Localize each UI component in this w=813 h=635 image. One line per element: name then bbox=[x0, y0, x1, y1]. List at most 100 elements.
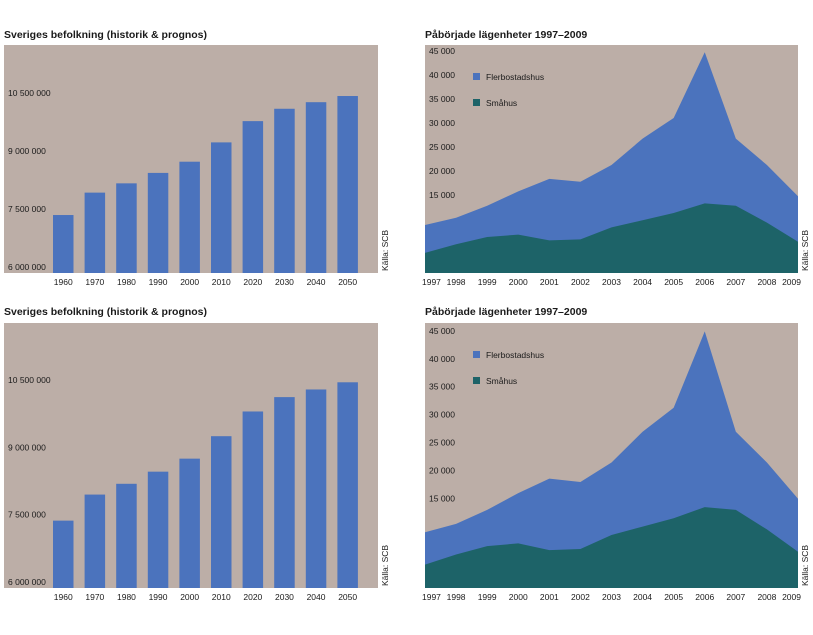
x-tick-label: 2030 bbox=[275, 592, 294, 602]
source-label: Källa: SCB bbox=[380, 230, 390, 271]
y-tick-label: 10 500 000 bbox=[8, 88, 51, 98]
x-tick-label: 2006 bbox=[695, 592, 714, 602]
y-tick-label: 45 000 bbox=[429, 326, 455, 336]
bar-2000 bbox=[179, 458, 200, 588]
x-tick-label: 1990 bbox=[149, 277, 168, 287]
x-tick-label: 2001 bbox=[540, 277, 559, 287]
y-tick-label: 45 000 bbox=[429, 46, 455, 56]
x-tick-label: 2007 bbox=[726, 592, 745, 602]
chart-title-population-top: Sveriges befolkning (historik & prognos) bbox=[4, 29, 208, 41]
x-tick-label: 2005 bbox=[664, 592, 683, 602]
bar-1990 bbox=[147, 172, 169, 273]
x-tick-label: 2050 bbox=[338, 592, 357, 602]
bar-2020 bbox=[242, 411, 264, 588]
legend-label-flerbostadshus: Flerbostadshus bbox=[486, 350, 544, 360]
x-tick-label: 2010 bbox=[212, 277, 231, 287]
x-tick-label: 1970 bbox=[85, 277, 104, 287]
bar-1980 bbox=[116, 483, 137, 588]
bar-2030 bbox=[274, 397, 295, 588]
legend-swatch-smahus bbox=[473, 99, 480, 106]
x-tick-label: 2000 bbox=[509, 277, 528, 287]
y-tick-label: 10 500 000 bbox=[8, 375, 51, 385]
y-tick-label: 30 000 bbox=[429, 410, 455, 420]
y-tick-label: 6 000 000 bbox=[8, 577, 46, 587]
chart-title-apartments-bottom: Påbörjade lägenheter 1997–2009 bbox=[425, 306, 588, 318]
legend-swatch-flerbostadshus bbox=[473, 73, 480, 80]
x-tick-label: 2020 bbox=[243, 592, 262, 602]
area-smahus bbox=[425, 507, 798, 588]
bar-2050 bbox=[337, 382, 358, 588]
x-tick-label: 2003 bbox=[602, 277, 621, 287]
x-tick-label: 2004 bbox=[633, 277, 652, 287]
x-tick-label: 2008 bbox=[757, 277, 776, 287]
x-tick-label: 1960 bbox=[54, 277, 73, 287]
y-tick-label: 9 000 000 bbox=[8, 146, 46, 156]
x-tick-label: 1980 bbox=[117, 277, 136, 287]
x-tick-label: 2006 bbox=[695, 277, 714, 287]
x-tick-label: 1990 bbox=[149, 592, 168, 602]
bar-2040 bbox=[305, 102, 327, 273]
legend-label-flerbostadshus: Flerbostadshus bbox=[486, 72, 544, 82]
y-tick-label: 15 000 bbox=[429, 190, 455, 200]
y-tick-label: 9 000 000 bbox=[8, 442, 46, 452]
x-tick-label: 2003 bbox=[602, 592, 621, 602]
y-tick-label: 30 000 bbox=[429, 118, 455, 128]
bar-1970 bbox=[84, 192, 106, 273]
bar-1960 bbox=[53, 520, 74, 588]
y-tick-label: 6 000 000 bbox=[8, 262, 46, 272]
x-tick-label: 2004 bbox=[633, 592, 652, 602]
bar-2040 bbox=[305, 389, 327, 588]
y-tick-label: 20 000 bbox=[429, 465, 455, 475]
bar-2030 bbox=[274, 108, 295, 273]
chart-title-apartments-top: Påbörjade lägenheter 1997–2009 bbox=[425, 29, 588, 41]
area-smahus bbox=[425, 203, 798, 273]
y-tick-label: 20 000 bbox=[429, 166, 455, 176]
x-tick-label: 1999 bbox=[478, 277, 497, 287]
bar-1970 bbox=[84, 494, 106, 588]
x-tick-label: 2000 bbox=[180, 277, 199, 287]
y-tick-label: 40 000 bbox=[429, 70, 455, 80]
x-tick-label: 2020 bbox=[243, 277, 262, 287]
x-tick-label: 1970 bbox=[85, 592, 104, 602]
chart-title-population-bottom: Sveriges befolkning (historik & prognos) bbox=[4, 306, 208, 318]
x-tick-label: 2002 bbox=[571, 277, 590, 287]
x-tick-label: 2005 bbox=[664, 277, 683, 287]
x-tick-label: 2008 bbox=[757, 592, 776, 602]
source-label: Källa: SCB bbox=[800, 545, 810, 586]
source-label: Källa: SCB bbox=[380, 545, 390, 586]
x-tick-label: 2030 bbox=[275, 277, 294, 287]
y-tick-label: 15 000 bbox=[429, 493, 455, 503]
x-tick-label: 2000 bbox=[180, 592, 199, 602]
x-tick-label: 1998 bbox=[447, 592, 466, 602]
y-tick-label: 25 000 bbox=[429, 142, 455, 152]
source-label: Källa: SCB bbox=[800, 230, 810, 271]
x-tick-label: 2002 bbox=[571, 592, 590, 602]
legend-label-smahus: Småhus bbox=[486, 376, 517, 386]
legend-swatch-smahus bbox=[473, 377, 480, 384]
legend-swatch-flerbostadshus bbox=[473, 351, 480, 358]
y-tick-label: 25 000 bbox=[429, 438, 455, 448]
x-tick-label: 2050 bbox=[338, 277, 357, 287]
y-tick-label: 40 000 bbox=[429, 354, 455, 364]
bar-2020 bbox=[242, 121, 264, 273]
bar-2010 bbox=[211, 142, 232, 273]
legend-label-smahus: Småhus bbox=[486, 98, 517, 108]
y-tick-label: 7 500 000 bbox=[8, 510, 46, 520]
apartments-chart-3: 15 000 20 000 25 000 30 000 35 000 40 000 45 0… bbox=[422, 323, 810, 602]
apartments-chart-1: 15 000 20 000 25 000 30 000 35 000 40 000 45 0… bbox=[422, 45, 810, 287]
x-tick-label: 2007 bbox=[726, 277, 745, 287]
bar-1980 bbox=[116, 183, 137, 273]
x-tick-label: 2040 bbox=[307, 592, 326, 602]
bar-2050 bbox=[337, 96, 358, 274]
x-tick-label: 2009 bbox=[782, 277, 801, 287]
x-tick-label: 1997 bbox=[422, 592, 441, 602]
y-tick-label: 35 000 bbox=[429, 94, 455, 104]
x-tick-label: 1998 bbox=[447, 277, 466, 287]
bar-1960 bbox=[53, 215, 74, 273]
population-chart-2: 1960 1970 1980 1990 2000 2010 2020 2030 2040 2050… bbox=[4, 323, 390, 602]
bar-1990 bbox=[147, 471, 169, 588]
x-tick-label: 1980 bbox=[117, 592, 136, 602]
x-tick-label: 2009 bbox=[782, 592, 801, 602]
x-tick-label: 2010 bbox=[212, 592, 231, 602]
x-tick-label: 1997 bbox=[422, 277, 441, 287]
